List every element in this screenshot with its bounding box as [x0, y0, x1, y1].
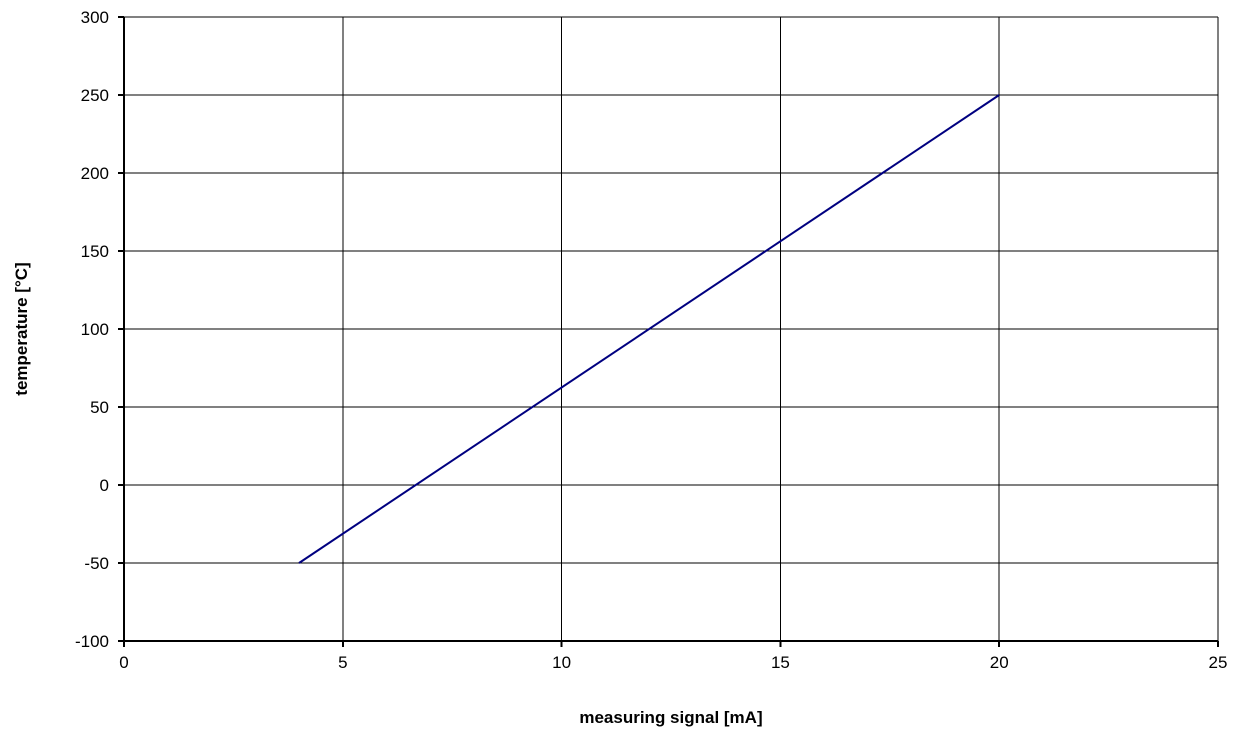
ticks [118, 16, 1219, 647]
series-layer [298, 94, 1000, 564]
y-tick-label: 200 [81, 164, 109, 183]
y-tick-label: -50 [84, 554, 109, 573]
y-tick-label: 0 [100, 476, 109, 495]
y-tick-label: 300 [81, 8, 109, 27]
x-tick-label: 5 [338, 653, 347, 672]
y-tick-label: 150 [81, 242, 109, 261]
y-tick-label: 100 [81, 320, 109, 339]
x-axis-title: measuring signal [mA] [579, 708, 762, 727]
x-tick-label: 10 [552, 653, 571, 672]
x-tick-label: 15 [771, 653, 790, 672]
x-tick-label: 0 [119, 653, 128, 672]
x-tick-label: 20 [990, 653, 1009, 672]
tick-labels: -100 -50 0 50 100 150 200 250 300 0 5 10 15 20 25 [75, 8, 1227, 672]
x-tick-label: 25 [1209, 653, 1228, 672]
y-tick-label: -100 [75, 632, 109, 651]
y-axis-title: temperature [°C] [12, 262, 31, 395]
grid [124, 16, 1219, 641]
series-line [298, 94, 1000, 564]
y-tick-label: 50 [90, 398, 109, 417]
y-tick-label: 250 [81, 86, 109, 105]
